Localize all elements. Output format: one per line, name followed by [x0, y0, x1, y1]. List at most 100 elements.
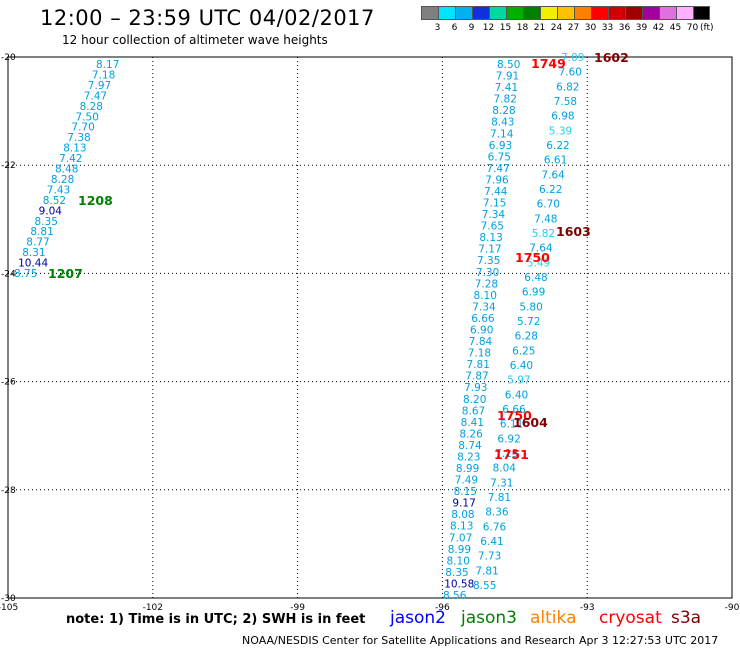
swh-value: 7.60 — [559, 67, 582, 79]
swh-value: 7.34 — [472, 301, 496, 313]
pass-time-label: 1208 — [78, 193, 113, 208]
swh-value: 6.92 — [497, 433, 520, 445]
color-scale-label: 30 — [584, 23, 597, 33]
color-scale-label: 33 — [601, 23, 614, 33]
swh-value: 8.20 — [463, 394, 486, 406]
swh-value: 10.58 — [444, 579, 474, 591]
lon-tick-label: -90 — [725, 603, 740, 613]
swh-value: 7.41 — [495, 82, 518, 94]
pass-time-label: 1207 — [48, 266, 83, 281]
pass-time-label: 1749 — [531, 56, 566, 71]
swh-value: 7.93 — [464, 382, 487, 394]
color-scale-label: 27 — [567, 23, 580, 33]
swh-value: 8.13 — [479, 232, 502, 244]
swh-value: 7.07 — [449, 532, 472, 544]
swh-value: 7.44 — [484, 186, 508, 198]
color-swatch — [472, 6, 489, 20]
swh-value: 8.23 — [457, 452, 480, 464]
swh-value: 8.08 — [451, 509, 474, 521]
swh-value: 8.28 — [51, 174, 74, 186]
color-swatch — [438, 6, 455, 20]
page-subtitle: 12 hour collection of altimeter wave hei… — [62, 33, 328, 47]
swh-value: 7.14 — [490, 128, 514, 140]
swh-value: 6.82 — [556, 81, 579, 93]
swh-value: 8.50 — [497, 59, 520, 71]
swh-value: 7.70 — [71, 122, 94, 134]
swh-value: 8.48 — [55, 164, 78, 176]
swh-value: 7.47 — [486, 163, 509, 175]
swh-value: 6.66 — [471, 313, 495, 325]
lon-tick-label: -96 — [435, 603, 450, 613]
swh-value: 7.09 — [561, 52, 584, 64]
swh-value: 8.04 — [493, 463, 517, 475]
page-title: 12:00 – 23:59 UTC 04/02/2017 — [40, 6, 375, 30]
swh-value: 7.15 — [495, 448, 518, 460]
swh-value: 7.31 — [490, 477, 513, 489]
swh-value: 8.36 — [485, 507, 509, 519]
swh-value: 5.97 — [507, 375, 530, 387]
lon-tick-label: -99 — [290, 603, 305, 613]
color-scale-label: 18 — [516, 23, 529, 33]
swh-value: 7.28 — [475, 278, 498, 290]
pass-time-label: 1750 — [515, 250, 550, 265]
swh-value: 7.30 — [476, 267, 499, 279]
swh-value: 8.28 — [492, 105, 515, 117]
swh-value: 6.28 — [515, 331, 538, 343]
swh-value: 6.22 — [539, 184, 562, 196]
swh-value: 7.73 — [478, 551, 501, 563]
swh-value: 6.90 — [470, 325, 493, 337]
swh-value: 7.49 — [455, 475, 478, 487]
color-swatch — [625, 6, 642, 20]
lat-tick-label: -24 — [1, 269, 16, 279]
swh-value: 8.56 — [443, 590, 467, 602]
swh-value: 8.67 — [462, 405, 485, 417]
swh-value: 8.10 — [447, 555, 470, 567]
satellite-tracks: 8.177.187.977.478.287.507.707.388.137.42… — [14, 52, 584, 602]
swh-value: 6.76 — [483, 521, 507, 533]
swh-value: 5.82 — [532, 228, 555, 240]
swh-value: 7.48 — [534, 213, 557, 225]
color-scale-label: 9 — [468, 23, 475, 33]
swh-value: 5.72 — [517, 316, 540, 328]
swh-value: 6.25 — [512, 345, 535, 357]
swh-value: 8.41 — [461, 417, 484, 429]
swh-value: 6.48 — [524, 272, 547, 284]
color-swatch — [455, 6, 472, 20]
swh-value: 9.04 — [39, 205, 63, 217]
swh-value: 7.58 — [554, 96, 577, 108]
pass-time-label: 1603 — [556, 224, 591, 239]
swh-value: 5.49 — [527, 257, 550, 269]
swh-value: 8.99 — [456, 463, 479, 475]
swh-value: 8.77 — [26, 237, 49, 249]
swh-value: 7.97 — [88, 80, 111, 92]
swh-value: 8.13 — [450, 521, 473, 533]
color-scale-label: 21 — [533, 23, 546, 33]
color-swatch — [642, 6, 659, 20]
swh-value: 7.18 — [92, 70, 115, 82]
swh-value: 9.17 — [452, 498, 475, 510]
legend-jason3: jason3 — [461, 608, 517, 628]
color-swatch — [608, 6, 625, 20]
color-scale-label: 70 — [686, 23, 699, 33]
pass-time-label: 1604 — [513, 415, 548, 430]
legend-altika: altika — [530, 608, 577, 628]
swh-value: 8.28 — [80, 101, 103, 113]
swh-value: 8.13 — [63, 143, 86, 155]
swh-value: 8.99 — [448, 544, 471, 556]
lat-lon-grid — [8, 57, 732, 598]
swh-value: 7.81 — [488, 492, 511, 504]
swh-value: 10.44 — [18, 258, 48, 270]
color-swatch — [557, 6, 574, 20]
swh-value: 7.64 — [529, 243, 553, 255]
swh-value: 7.35 — [477, 255, 500, 267]
lon-tick-label: -102 — [143, 603, 163, 613]
swh-value: 7.87 — [465, 371, 488, 383]
color-swatch — [574, 6, 591, 20]
color-swatch — [489, 6, 506, 20]
swh-value: 7.47 — [84, 90, 107, 102]
swh-value: 7.18 — [468, 348, 491, 360]
swh-value: 6.66 — [502, 404, 526, 416]
color-swatch — [506, 6, 523, 20]
swh-value: 7.84 — [469, 336, 493, 348]
